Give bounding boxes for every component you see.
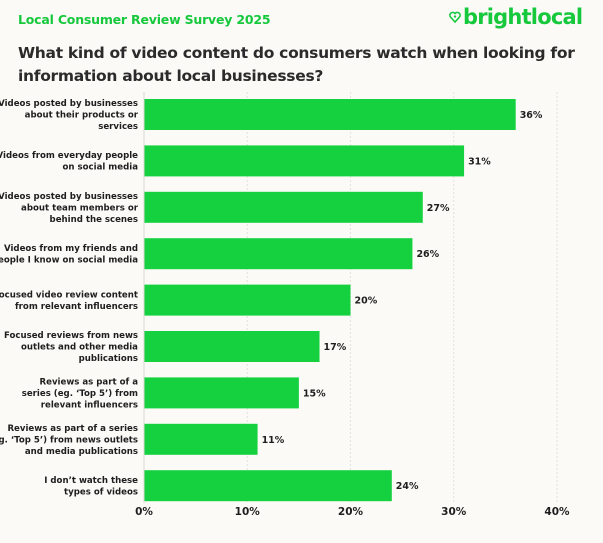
x-tick-label: 10% bbox=[235, 506, 261, 518]
bar bbox=[144, 191, 423, 223]
value-label: 24% bbox=[396, 481, 419, 492]
category-label-line: I don’t watch these bbox=[44, 476, 138, 486]
category-label-line: services bbox=[98, 122, 138, 132]
bar bbox=[144, 284, 351, 316]
category-label-line: about team members or bbox=[21, 203, 139, 213]
value-label: 36% bbox=[520, 110, 543, 121]
category-label-line: Reviews as part of a series bbox=[7, 424, 138, 434]
category-label-line: Videos posted by businesses bbox=[0, 99, 138, 109]
category-label-line: relevant influencers bbox=[41, 400, 138, 410]
bar bbox=[144, 99, 516, 130]
category-label-line: Videos from everyday people bbox=[0, 151, 138, 161]
category-label-line: behind the scenes bbox=[50, 215, 138, 225]
value-label: 20% bbox=[355, 296, 378, 307]
category-label-line: outlets and other media bbox=[21, 343, 138, 353]
category-label-line: series (eg. ‘Top 5’) from bbox=[22, 389, 138, 399]
category-label: Focused reviews from news outlets and oth… bbox=[4, 331, 138, 364]
bar bbox=[144, 377, 299, 409]
category-label-line: about their products or bbox=[25, 111, 139, 121]
location-heart-icon bbox=[449, 11, 461, 23]
value-label: 11% bbox=[262, 435, 285, 446]
value-label: 31% bbox=[468, 156, 491, 167]
x-tick-label: 30% bbox=[441, 506, 467, 518]
category-label-line: people I know on social media bbox=[0, 255, 138, 265]
brand-name: brightlocal bbox=[463, 5, 583, 29]
value-label: 27% bbox=[427, 203, 450, 214]
category-label-line: and media publications bbox=[25, 447, 138, 457]
category-label: Videos posted by businesses about team me… bbox=[0, 192, 139, 225]
bar bbox=[144, 238, 413, 270]
x-tick-label: 0% bbox=[135, 506, 153, 518]
value-label: 15% bbox=[303, 388, 326, 399]
survey-subtitle: Local Consumer Review Survey 2025 bbox=[18, 12, 271, 27]
category-label: I don’t watch these types of videos bbox=[44, 476, 138, 498]
category-label: Videos posted by businesses about their p… bbox=[0, 99, 139, 132]
category-label-line: on social media bbox=[63, 163, 139, 173]
category-label-line: from relevant influencers bbox=[15, 302, 138, 312]
x-tick-label: 40% bbox=[544, 506, 570, 518]
bar bbox=[144, 470, 392, 502]
category-label-line: Videos from my friends and bbox=[4, 244, 138, 254]
brightlocal-logo: brightlocal bbox=[449, 5, 583, 29]
x-tick-label: 20% bbox=[338, 506, 364, 518]
category-label: Focused video review content from relevan… bbox=[0, 290, 138, 312]
category-label: Reviews as part of a series (eg. ‘Top 5’)… bbox=[22, 377, 138, 410]
value-label: 17% bbox=[324, 342, 347, 353]
category-label: Videos from everyday people on social med… bbox=[0, 151, 138, 173]
category-label-line: Focused reviews from news bbox=[4, 331, 138, 341]
bar bbox=[144, 331, 320, 362]
bar bbox=[144, 145, 465, 177]
category-label-line: publications bbox=[79, 354, 138, 364]
category-label-line: (eg. ‘Top 5’) from news outlets bbox=[0, 435, 138, 445]
bar bbox=[144, 423, 258, 455]
category-label-line: types of videos bbox=[64, 487, 138, 497]
chart-title: What kind of video content do consumers … bbox=[18, 44, 575, 85]
category-label: Videos from my friends and people I know … bbox=[0, 244, 138, 266]
category-label: Reviews as part of a series (eg. ‘Top 5’)… bbox=[0, 424, 138, 457]
category-label-line: Reviews as part of a bbox=[40, 377, 139, 387]
category-label-line: Focused video review content bbox=[0, 290, 138, 300]
category-label-line: Videos posted by businesses bbox=[0, 192, 138, 202]
value-label: 26% bbox=[416, 249, 439, 260]
